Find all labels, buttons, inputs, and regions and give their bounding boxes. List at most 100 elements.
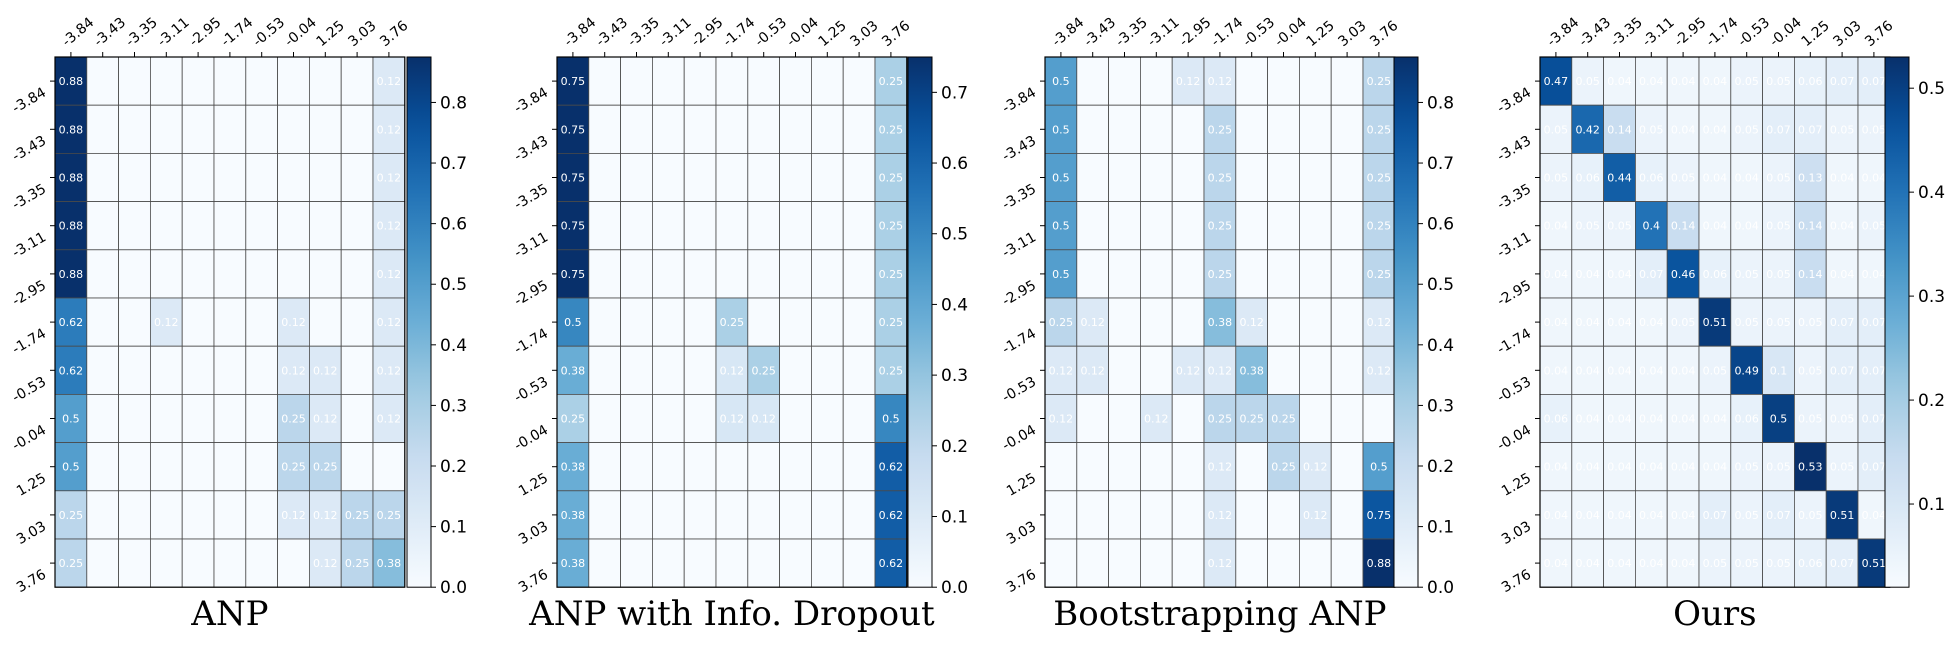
cell-value-label: 0.25: [1239, 413, 1264, 426]
cell-value-label: 0.05: [1575, 75, 1600, 88]
heatmap-cell: [556, 345, 590, 395]
heatmap-cell: [213, 393, 247, 443]
heatmap-cell: [1171, 345, 1205, 395]
x-tick-label: 3.03: [1335, 18, 1369, 50]
heatmap-panel: 0.5 0.12 0.12 0.25 0.5 0.25 0.25 0.5 0.25 0.25 0.5…: [1000, 14, 1454, 634]
panel-title: Ours: [1673, 594, 1756, 634]
heatmap-cell: [340, 393, 374, 443]
heatmap-cell: [149, 56, 183, 106]
y-tick-label: 3.76: [1499, 567, 1534, 596]
heatmap-cell: [1044, 490, 1078, 540]
heatmap-cell: [181, 538, 215, 588]
heatmap-cell: [620, 152, 653, 202]
cell-value-label: 0.05: [1798, 316, 1823, 329]
heatmap-cell: [1362, 56, 1396, 106]
heatmap-cell: [652, 297, 685, 347]
heatmap-cell: [1140, 201, 1173, 251]
x-tick-label: -3.11: [657, 15, 695, 51]
colorbar-tick-label: 0.3: [1427, 396, 1454, 416]
heatmap-cell: [683, 249, 717, 299]
cell-value-label: 0.5: [882, 413, 900, 426]
cell-value-label: 0.47: [1544, 75, 1569, 88]
cell-value-label: 0.04: [1607, 268, 1632, 281]
cell-value-label: 0.04: [1575, 413, 1600, 426]
cell-value-label: 0.04: [1575, 268, 1600, 281]
cell-value-label: 0.25: [1208, 413, 1233, 426]
y-tick-label: -1.74: [512, 326, 551, 358]
heatmap-cell: [1076, 442, 1110, 492]
cell-value-label: 0.07: [1703, 509, 1728, 522]
heatmap-cell: [1330, 56, 1364, 106]
cell-value-label: 0.04: [1639, 316, 1664, 329]
cell-value-label: 0.38: [561, 557, 586, 570]
heatmap-cell: [747, 297, 780, 347]
heatmap-cell: [1140, 297, 1173, 347]
heatmap-cell: [620, 490, 653, 540]
heatmap-cell: [1603, 297, 1636, 347]
cell-value-label: 0.62: [879, 509, 904, 522]
heatmap-cell: [86, 538, 120, 588]
heatmap-cell: [811, 442, 844, 492]
colorbar: [907, 56, 933, 588]
x-tick-label: -3.35: [1113, 15, 1151, 51]
heatmap-cell: [588, 393, 621, 443]
heatmap-cell: [683, 442, 717, 492]
cell-value-label: 0.88: [59, 220, 84, 233]
cell-value-label: 0.04: [1607, 461, 1632, 474]
heatmap-cell: [86, 152, 120, 202]
heatmap-cell: [213, 104, 247, 154]
y-tick-label: -1.74: [10, 326, 49, 358]
cell-value-label: 0.04: [1703, 172, 1728, 185]
heatmap-cell: [811, 249, 844, 299]
y-tick-label: -0.04: [1000, 422, 1039, 454]
cell-value-label: 0.04: [1639, 557, 1664, 570]
heatmap-cell: [1635, 345, 1668, 395]
colorbar: [1393, 56, 1419, 588]
cell-value-label: 0.04: [1671, 509, 1696, 522]
cell-value-label: 0.25: [751, 364, 776, 377]
cell-value-label: 0.12: [1303, 509, 1328, 522]
heatmap-cell: [277, 104, 310, 154]
heatmap-cell: [811, 345, 844, 395]
colorbar-tick-label: 0.2: [1427, 457, 1454, 477]
heatmap-cell: [86, 104, 120, 154]
cell-value-label: 0.25: [377, 509, 402, 522]
heatmap-cell: [620, 201, 653, 251]
x-tick-label: 3.76: [1367, 18, 1401, 50]
heatmap-cell: [1794, 152, 1827, 202]
heatmap-cell: [588, 249, 621, 299]
cell-value-label: 0.04: [1671, 75, 1696, 88]
y-tick-label: 3.03: [516, 519, 551, 548]
heatmap-cell: [747, 490, 780, 540]
cell-value-label: 0.25: [879, 75, 904, 88]
heatmap-cell: [1299, 345, 1332, 395]
x-tick-label: -0.04: [282, 14, 320, 50]
heatmap-cell: [1140, 104, 1173, 154]
colorbar-tick-label: 0.5: [1427, 275, 1454, 295]
heatmap-cell: [1362, 152, 1396, 202]
heatmap-cell: [779, 297, 812, 347]
y-tick-label: -2.95: [512, 278, 551, 310]
cell-value-label: 0.25: [281, 413, 306, 426]
heatmap-cell: [1666, 538, 1700, 588]
heatmap-cell: [1603, 249, 1636, 299]
cell-value-label: 0.07: [1862, 75, 1887, 88]
y-tick-label: -3.35: [512, 181, 551, 213]
cell-value-label: 0.12: [720, 413, 745, 426]
cell-value-label: 0.04: [1639, 509, 1664, 522]
y-tick-label: -0.53: [512, 374, 551, 406]
y-tick-label: -3.43: [10, 133, 49, 165]
cell-value-label: 0.25: [1208, 123, 1233, 136]
heatmap-cell: [1539, 442, 1573, 492]
heatmap-cell: [1140, 538, 1173, 588]
cell-value-label: 0.05: [1703, 364, 1728, 377]
heatmap-cell: [1330, 490, 1364, 540]
colorbar-tick-label: 0.2: [1918, 391, 1945, 411]
heatmap-cell: [118, 442, 151, 492]
heatmap-cell: [1267, 442, 1300, 492]
cell-value-label: 0.25: [1367, 220, 1392, 233]
heatmap-cell: [245, 56, 279, 106]
y-tick-label: -3.84: [1495, 85, 1534, 117]
heatmap-cell: [874, 538, 908, 588]
